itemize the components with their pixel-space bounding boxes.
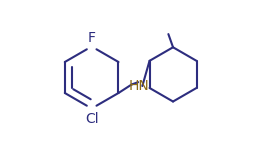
Text: F: F (88, 31, 96, 45)
Text: HN: HN (128, 79, 149, 93)
Text: Cl: Cl (85, 112, 99, 126)
